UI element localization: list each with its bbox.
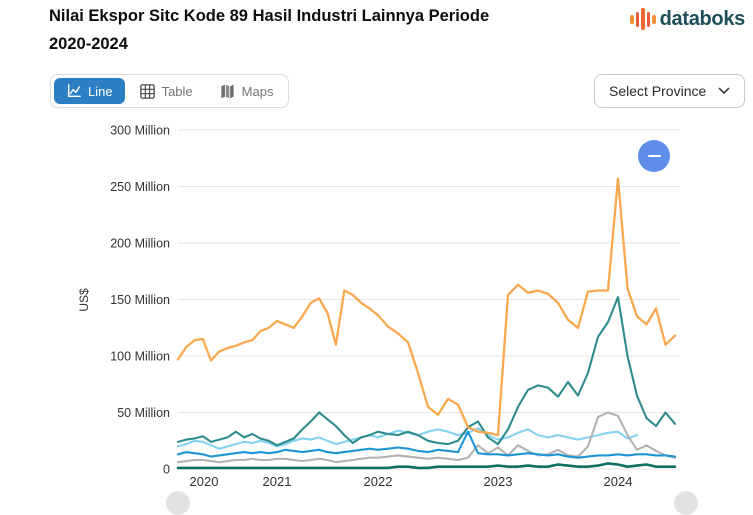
select-province-dropdown[interactable]: Select Province — [594, 74, 746, 108]
x-tick-label: 2022 — [364, 474, 393, 489]
x-tick-label: 2021 — [263, 474, 292, 489]
y-tick-label: 50 Million — [117, 406, 170, 420]
select-province-label: Select Province — [609, 83, 707, 99]
y-axis-labels: 300 Million 250 Million 200 Million 150 Mil… — [110, 124, 170, 477]
databoks-chart-page: Nilai Ekspor Sitc Kode 89 Hasil Industri… — [49, 2, 746, 515]
tab-line-label: Line — [88, 83, 113, 99]
line-series-orange — [176, 177, 677, 437]
line-series-gray — [176, 411, 677, 464]
page-title-line2: 2020-2024 — [49, 35, 128, 53]
tab-maps[interactable]: Maps — [207, 78, 286, 104]
x-tick-label: 2020 — [190, 474, 219, 489]
zoom-out-button[interactable] — [638, 140, 670, 172]
x-tick-label: 2024 — [604, 474, 633, 489]
y-gridlines — [178, 129, 680, 470]
minus-icon — [647, 154, 661, 158]
page-title: Nilai Ekspor Sitc Kode 89 Hasil Industri… — [49, 2, 549, 58]
chart-type-tab-group: Line Table Maps — [50, 74, 290, 108]
y-tick-label: 0 — [163, 463, 170, 477]
line-series-darkgreen — [176, 462, 677, 470]
y-tick-label: 250 Million — [110, 180, 170, 194]
tab-maps-label: Maps — [241, 83, 274, 99]
x-tick-label: 2023 — [484, 474, 513, 489]
x-axis-labels: 2020 2021 2022 2023 2024 — [190, 474, 633, 489]
line-series-teal — [176, 296, 677, 447]
line-chart-canvas: 300 Million 250 Million 200 Million 150 Mil… — [77, 124, 680, 489]
tab-table-label: Table — [161, 83, 193, 99]
line-series-blue — [176, 430, 677, 459]
databoks-logo-bars-icon — [630, 7, 656, 31]
page-title-line1: Nilai Ekspor Sitc Kode 89 Hasil Industri… — [49, 7, 490, 25]
nav-next-button[interactable] — [674, 491, 698, 515]
y-axis-title: US$ — [77, 288, 91, 312]
nav-prev-button[interactable] — [166, 491, 190, 515]
y-tick-label: 300 Million — [110, 124, 170, 138]
y-tick-label: 100 Million — [110, 350, 170, 364]
maps-icon — [221, 84, 234, 98]
tab-table[interactable]: Table — [127, 78, 205, 104]
tab-line[interactable]: Line — [54, 78, 125, 104]
databoks-logo: databoks — [630, 7, 745, 31]
databoks-wordmark: databoks — [659, 7, 746, 30]
chevron-down-icon — [718, 87, 730, 94]
line-chart-icon — [67, 84, 81, 98]
y-tick-label: 150 Million — [110, 293, 170, 307]
table-grid-icon — [139, 83, 155, 99]
y-tick-label: 200 Million — [110, 237, 170, 251]
